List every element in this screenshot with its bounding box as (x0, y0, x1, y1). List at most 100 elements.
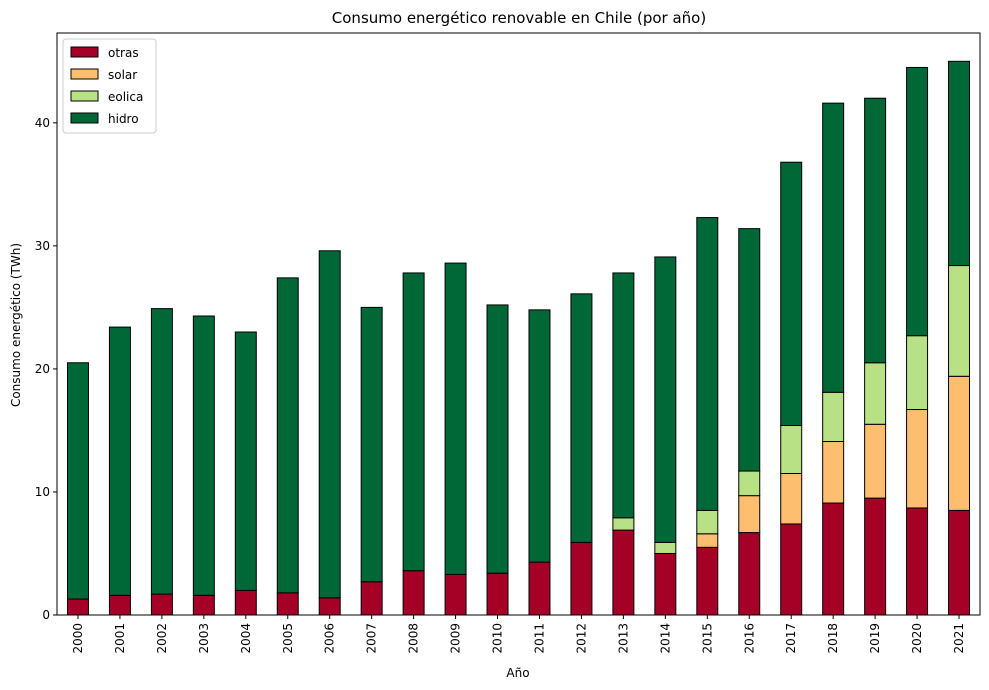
bar-hidro-2018 (822, 102, 845, 393)
bar-otras-2014 (654, 552, 677, 616)
bar-hidro-2017 (780, 161, 803, 427)
bar-solar-2019 (864, 423, 887, 499)
x-tick-label: 2009 (449, 623, 463, 654)
bar-eolica-2021 (948, 265, 971, 377)
bar-hidro-2001 (108, 326, 131, 596)
x-tick-label: 2001 (113, 623, 127, 654)
bar-otras-2007 (360, 581, 383, 616)
bar-otras-2001 (108, 594, 131, 616)
bar-solar-2016 (738, 495, 761, 534)
bar-hidro-2010 (486, 304, 509, 574)
bar-otras-2015 (696, 546, 719, 616)
bar-hidro-2007 (360, 306, 383, 583)
x-tick-label: 2013 (616, 623, 630, 654)
plot-frame (56, 32, 981, 616)
legend-label-otras: otras (108, 46, 139, 60)
x-axis-label: Año (506, 666, 529, 680)
bar-otras-2011 (528, 561, 551, 616)
bar-otras-2021 (948, 509, 971, 616)
bar-hidro-2019 (864, 97, 887, 364)
bar-hidro-2005 (276, 277, 299, 594)
bar-eolica-2014 (654, 541, 677, 554)
bar-hidro-2014 (654, 256, 677, 543)
legend-swatch-solar (70, 68, 99, 80)
legend-label-eolica: eolica (108, 90, 143, 104)
legend-label-solar: solar (108, 68, 137, 82)
x-tick-label: 2012 (574, 623, 588, 654)
bar-otras-2012 (570, 541, 593, 616)
y-tick-label: 0 (42, 608, 50, 622)
bar-otras-2016 (738, 532, 761, 616)
x-tick-label: 2016 (742, 623, 756, 654)
x-tick-label: 2006 (323, 623, 337, 654)
legend-box (62, 38, 157, 134)
legend-swatch-eolica (70, 90, 99, 102)
y-tick-label: 20 (35, 362, 50, 376)
x-tick-label: 2018 (826, 623, 840, 654)
bar-hidro-2011 (528, 309, 551, 563)
bar-otras-2000 (66, 598, 89, 616)
bar-eolica-2019 (864, 362, 887, 425)
x-tick-label: 2007 (365, 623, 379, 654)
bar-otras-2017 (780, 523, 803, 616)
bar-hidro-2004 (234, 331, 257, 591)
x-tick-label: 2020 (910, 623, 924, 654)
bar-eolica-2018 (822, 391, 845, 443)
x-tick-label: 2008 (407, 623, 421, 654)
bar-otras-2018 (822, 502, 845, 616)
y-tick-label: 10 (35, 485, 50, 499)
bar-hidro-2003 (192, 315, 215, 596)
bar-hidro-2021 (948, 60, 971, 267)
x-tick-label: 2003 (197, 623, 211, 654)
bar-solar-2015 (696, 533, 719, 548)
x-tick-label: 2015 (700, 623, 714, 654)
x-tick-label: 2002 (155, 623, 169, 654)
x-tick-label: 2011 (532, 623, 546, 654)
x-tick-label: 2005 (281, 623, 295, 654)
x-tick-label: 2000 (71, 623, 85, 654)
bar-hidro-2008 (402, 272, 425, 572)
bar-solar-2021 (948, 375, 971, 511)
bar-hidro-2016 (738, 228, 761, 472)
plot-area: 2000 2001 2002 2003 2004 2005 2006 2007 2008 2009… (35, 32, 981, 654)
x-tick-label: 2010 (491, 623, 505, 654)
bar-hidro-2000 (66, 362, 89, 600)
bar-otras-2020 (906, 507, 929, 616)
bar-otras-2002 (150, 593, 173, 616)
legend-label-hidro: hidro (108, 112, 139, 126)
y-axis-label: Consumo energético (TWh) (9, 243, 23, 407)
bar-otras-2013 (612, 529, 635, 616)
bar-hidro-2012 (570, 293, 593, 543)
y-tick-label: 30 (35, 239, 50, 253)
bar-eolica-2016 (738, 470, 761, 497)
x-tick-label: 2021 (952, 623, 966, 654)
x-tick-label: 2014 (658, 623, 672, 654)
bar-otras-2010 (486, 572, 509, 616)
bar-otras-2004 (234, 589, 257, 616)
bar-otras-2003 (192, 594, 215, 616)
bar-otras-2005 (276, 592, 299, 616)
bar-solar-2020 (906, 409, 929, 509)
x-tick-label: 2019 (868, 623, 882, 654)
bar-solar-2017 (780, 473, 803, 525)
bar-hidro-2009 (444, 262, 467, 575)
bar-otras-2006 (318, 597, 341, 616)
bar-eolica-2020 (906, 335, 929, 411)
legend-swatch-otras (70, 46, 99, 58)
legend-swatch-hidro (70, 112, 99, 124)
bar-eolica-2017 (780, 425, 803, 475)
bar-eolica-2013 (612, 517, 635, 531)
bar-otras-2008 (402, 570, 425, 616)
bar-hidro-2002 (150, 308, 173, 595)
bar-hidro-2015 (696, 217, 719, 511)
bar-hidro-2013 (612, 272, 635, 519)
x-tick-label: 2017 (784, 623, 798, 654)
legend: otras solar eolica hidro (62, 38, 157, 134)
x-tick-label: 2004 (239, 623, 253, 654)
y-tick-label: 40 (35, 116, 50, 130)
bar-hidro-2006 (318, 250, 341, 599)
bar-solar-2018 (822, 441, 845, 504)
chart-title: Consumo energético renovable en Chile (p… (332, 9, 706, 27)
bar-eolica-2015 (696, 509, 719, 535)
